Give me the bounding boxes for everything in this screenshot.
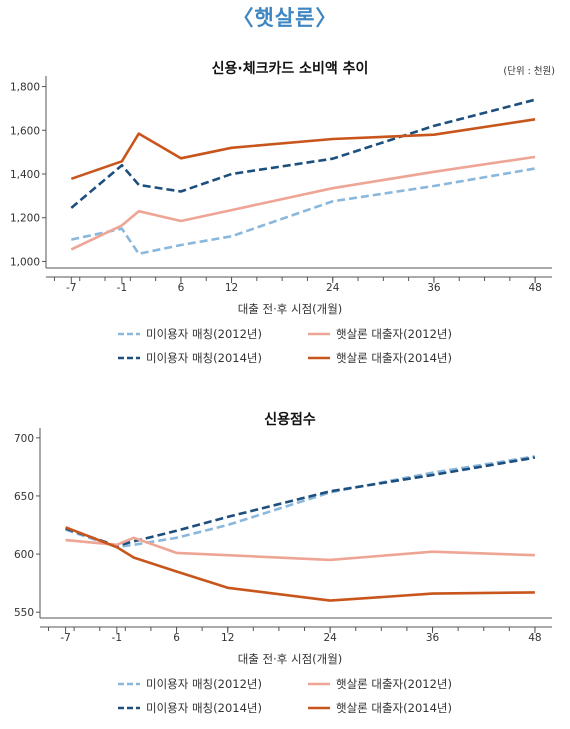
legend-label-0: 미이용자 매칭(2012년) [146, 677, 262, 691]
page-title: 〈햇살론〉 [232, 6, 338, 30]
series-line-2 [65, 536, 535, 562]
legend-label-0: 미이용자 매칭(2012년) [146, 327, 262, 341]
legend-label-1: 미이용자 매칭(2014년) [146, 701, 262, 715]
x-tick-label: -7 [60, 632, 70, 644]
card-spending-chart: 신용·체크카드 소비액 추이 (단위 : 천원) 1,000 1,200 1,400 1,… [10, 60, 555, 365]
legend-label-2: 햇살론 대출자(2012년) [336, 677, 452, 691]
x-tick-label: -1 [112, 632, 122, 644]
y-tick-label: 650 [14, 491, 34, 503]
y-tick-label: 1,800 [10, 82, 40, 94]
x-tick-label: 12 [221, 632, 234, 644]
credit-score-chart: 신용점수 550 600 650 700 -7 -1 6 12 24 36 48 대출 전·후 시점(개… [14, 411, 552, 715]
x-tick-label: 36 [427, 282, 441, 294]
x-tick-label: 6 [173, 632, 180, 644]
x-tick-label: 36 [426, 632, 440, 644]
x-tick-label: 6 [178, 282, 185, 294]
y-tick-label: 1,400 [10, 169, 40, 181]
series-line-0 [65, 455, 536, 549]
series-line-1 [70, 98, 536, 209]
x-tick-label: -1 [117, 282, 127, 294]
x-tick-label: 48 [528, 632, 541, 644]
y-tick-label: 1,000 [10, 256, 40, 268]
legend-label-1: 미이용자 매칭(2014년) [146, 351, 262, 365]
series-line-0 [71, 167, 536, 256]
unit-label: (단위 : 천원) [503, 65, 555, 77]
series-line-3 [65, 526, 535, 602]
legend-label-3: 햇살론 대출자(2014년) [336, 701, 452, 715]
y-tick-label: 550 [14, 607, 34, 619]
y-tick-label: 600 [14, 549, 34, 561]
y-tick-label: 1,200 [10, 213, 40, 225]
x-tick-label: 48 [528, 282, 541, 294]
y-tick-label: 1,600 [10, 125, 40, 137]
series-line-2 [70, 155, 536, 251]
chart-title: 신용점수 [264, 411, 316, 428]
series-line-3 [70, 118, 536, 181]
series-line-1 [65, 456, 536, 548]
y-tick-label: 700 [14, 433, 34, 445]
chart-title: 신용·체크카드 소비액 추이 [212, 60, 369, 77]
x-axis-label: 대출 전·후 시점(개월) [238, 652, 343, 666]
x-axis-label: 대출 전·후 시점(개월) [238, 302, 343, 316]
x-tick-label: -7 [66, 282, 76, 294]
x-tick-label: 24 [323, 632, 337, 644]
legend-label-2: 햇살론 대출자(2012년) [336, 327, 452, 341]
x-tick-label: 24 [326, 282, 340, 294]
legend-label-3: 햇살론 대출자(2014년) [336, 351, 452, 365]
x-tick-label: 12 [225, 282, 238, 294]
